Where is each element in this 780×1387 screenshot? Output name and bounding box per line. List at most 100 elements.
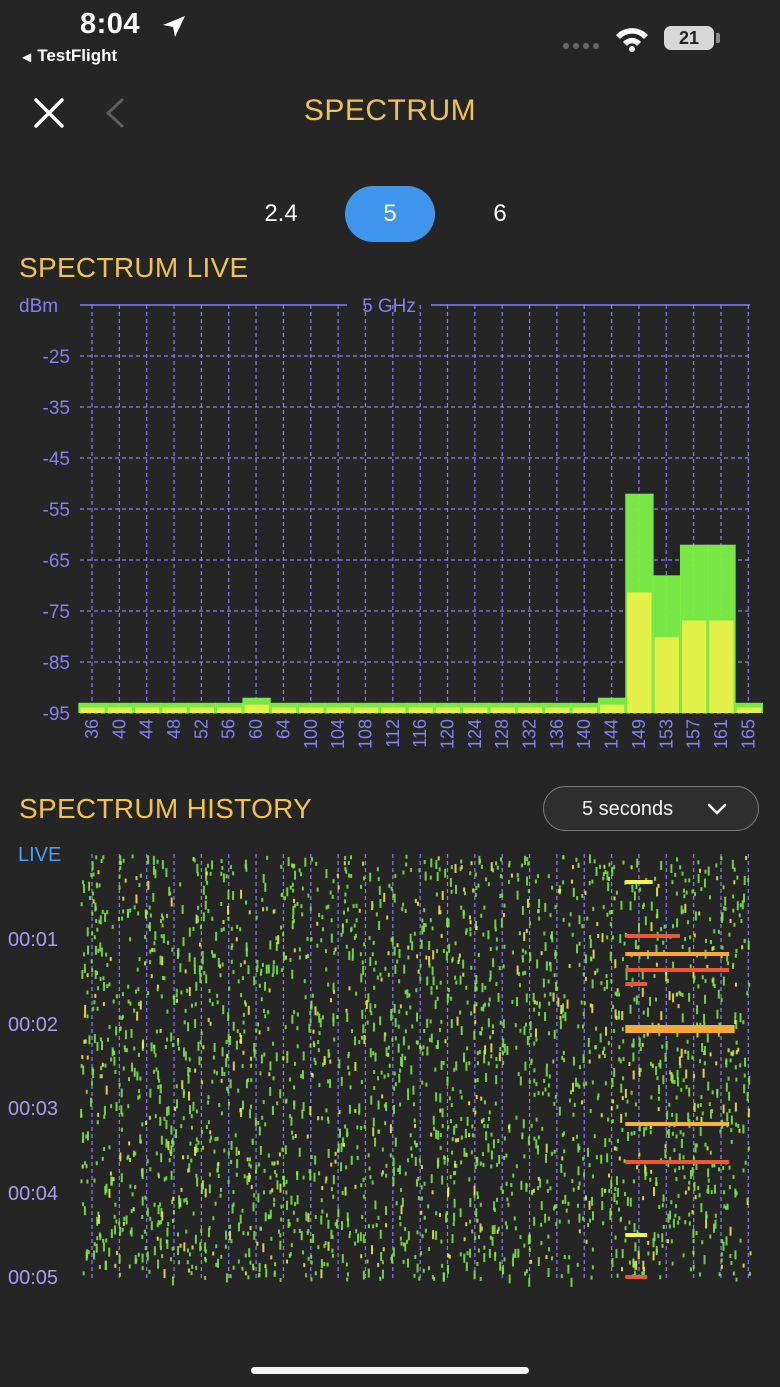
- heatmap-cell: [671, 1261, 674, 1266]
- heatmap-cell: [263, 1008, 266, 1013]
- heatmap-cell: [447, 918, 450, 928]
- heatmap-cell: [689, 964, 692, 969]
- heatmap-cell: [512, 1173, 515, 1178]
- heatmap-cell: [248, 1172, 251, 1182]
- heatmap-cell: [293, 903, 296, 908]
- heatmap-cell: [211, 950, 214, 955]
- heatmap-cell: [430, 1033, 433, 1043]
- heatmap-cell: [154, 1114, 157, 1119]
- heatmap-cell: [384, 1121, 387, 1126]
- heatmap-cell: [298, 868, 301, 873]
- heatmap-cell: [590, 1275, 593, 1280]
- heatmap-cell: [585, 954, 588, 964]
- heatmap-cell: [430, 986, 433, 991]
- chart-x-tick: 112: [383, 719, 403, 748]
- heatmap-cell: [706, 1146, 709, 1151]
- heatmap-cell: [548, 1247, 551, 1252]
- heatmap-cell: [619, 1218, 622, 1223]
- heatmap-cell: [636, 1229, 639, 1234]
- heatmap-cell: [615, 992, 618, 997]
- heatmap-cell: [451, 956, 454, 961]
- heatmap-cell: [279, 1183, 282, 1193]
- heatmap-cell: [399, 1004, 402, 1009]
- heatmap-cell: [289, 1114, 292, 1119]
- heatmap-cell: [515, 1045, 518, 1050]
- interval-dropdown[interactable]: 5 seconds: [543, 786, 759, 831]
- heatmap-cell: [404, 1056, 407, 1061]
- heatmap-cell: [232, 1061, 235, 1071]
- heatmap-cell: [85, 1089, 88, 1094]
- heatmap-cell: [642, 904, 645, 909]
- heatmap-cell: [292, 1135, 295, 1140]
- heatmap-cell: [242, 1100, 245, 1110]
- heatmap-cell: [443, 1156, 446, 1161]
- heatmap-cell: [680, 905, 683, 915]
- heatmap-cell: [483, 1054, 486, 1064]
- heatmap-cell: [97, 986, 100, 991]
- heatmap-cell: [670, 1200, 673, 1205]
- heatmap-cell: [476, 1051, 479, 1056]
- heatmap-cell: [259, 1145, 262, 1155]
- heatmap-cell: [381, 1170, 384, 1175]
- heatmap-cell: [494, 919, 497, 929]
- heatmap-cell: [662, 1197, 665, 1202]
- heatmap-cell: [237, 979, 240, 984]
- heatmap-cell: [115, 1101, 118, 1111]
- heatmap-cell: [659, 1059, 662, 1069]
- heatmap-cell: [596, 922, 599, 927]
- heatmap-cell: [549, 1186, 552, 1191]
- heatmap-cell: [462, 911, 465, 916]
- band-option-6[interactable]: 6: [493, 200, 507, 227]
- heatmap-cell: [576, 1082, 579, 1087]
- heatmap-cell: [142, 1039, 145, 1049]
- heatmap-cell: [355, 991, 358, 996]
- heatmap-cell: [90, 1081, 93, 1086]
- heatmap-cell: [454, 1170, 457, 1175]
- heatmap-cell: [189, 1105, 192, 1115]
- heatmap-cell: [188, 1068, 191, 1073]
- heatmap-cell: [88, 881, 91, 891]
- heatmap-cell: [288, 1253, 291, 1258]
- heatmap-cell: [363, 1035, 366, 1045]
- heatmap-cell: [480, 1026, 483, 1031]
- heatmap-cell: [428, 963, 431, 968]
- heatmap-cell: [699, 1022, 702, 1027]
- close-icon[interactable]: [26, 90, 72, 136]
- heatmap-cell: [84, 1039, 87, 1044]
- heatmap-cell: [723, 1204, 726, 1209]
- heatmap-cell: [529, 1033, 532, 1038]
- heatmap-cell: [407, 1231, 410, 1241]
- band-option-2-4[interactable]: 2.4: [264, 200, 298, 227]
- heatmap-cell: [720, 913, 723, 923]
- heatmap-cell: [502, 1019, 505, 1029]
- heatmap-cell: [460, 1135, 463, 1140]
- heatmap-cell: [435, 1044, 438, 1049]
- band-option-5[interactable]: 5: [345, 186, 435, 242]
- heatmap-cell: [290, 1243, 293, 1248]
- heatmap-cell: [708, 1102, 711, 1107]
- heatmap-cell: [651, 1063, 654, 1068]
- heatmap-cell: [681, 993, 684, 998]
- heatmap-cell: [94, 906, 97, 911]
- back-to-app-link[interactable]: ◀ TestFlight: [22, 46, 117, 66]
- heatmap-cell: [345, 1262, 348, 1267]
- heatmap-cell: [612, 1099, 615, 1104]
- heatmap-cell: [572, 1082, 575, 1092]
- heatmap-cell: [321, 1062, 324, 1067]
- heatmap-cell: [725, 1082, 728, 1092]
- heatmap-cell: [734, 1250, 737, 1260]
- heatmap-cell: [191, 1264, 194, 1269]
- heatmap-cell: [334, 947, 337, 952]
- heatmap-cell: [238, 1222, 241, 1232]
- heatmap-cell: [613, 1067, 616, 1077]
- heatmap-cell: [737, 1047, 740, 1052]
- heatmap-cell: [310, 1277, 313, 1282]
- heatmap-cell: [735, 1191, 738, 1196]
- heatmap-cell: [343, 899, 346, 904]
- chevron-left-icon[interactable]: [98, 90, 132, 136]
- heatmap-cell: [620, 1113, 623, 1123]
- heatmap-cell: [92, 1006, 95, 1011]
- heatmap-cell: [124, 1048, 127, 1053]
- heatmap-cell: [379, 1229, 382, 1239]
- chart-x-tick: 149: [629, 719, 649, 749]
